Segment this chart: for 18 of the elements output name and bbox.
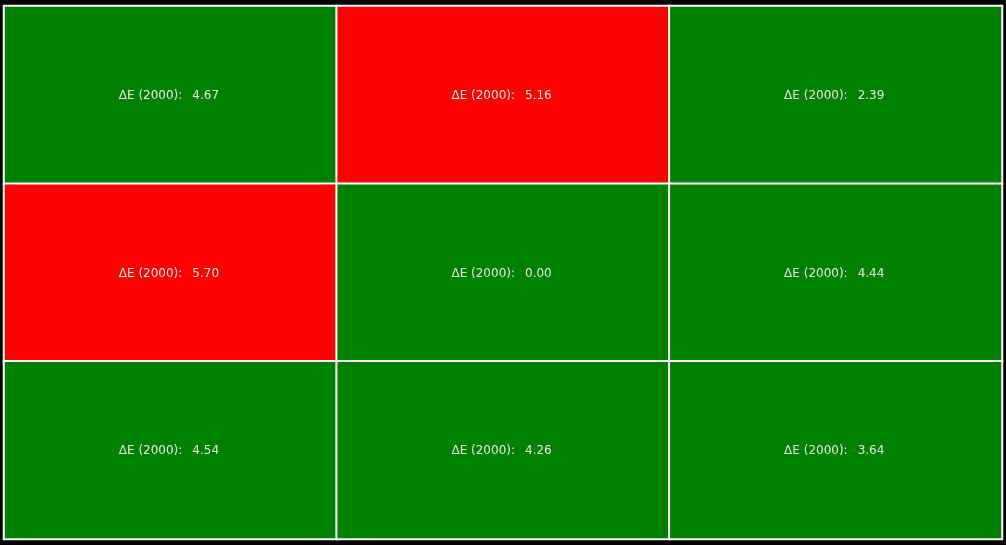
text: ΔE (2000):	[784, 87, 848, 102]
data-label: 4.54	[192, 443, 220, 458]
data-label: 4.67	[192, 87, 220, 102]
data-label: 4.26	[525, 443, 552, 458]
text: ΔE (2000):	[451, 265, 515, 280]
data-label: 4.44	[857, 265, 885, 280]
annotation: ΔE (2000):	[118, 87, 183, 102]
data-label: 0.00	[525, 265, 552, 280]
data-label: 5.16	[525, 87, 552, 102]
data-label: 2.39	[857, 87, 885, 102]
text: ΔE (2000):	[118, 443, 183, 458]
text: ΔE (2000):	[451, 443, 515, 458]
text: ΔE (2000):	[784, 443, 848, 458]
text: ΔE (2000):	[118, 265, 183, 280]
data-label: 5.70	[192, 265, 220, 280]
text: ΔE (2000):	[784, 265, 848, 280]
data-label: 3.64	[857, 443, 885, 458]
text: ΔE (2000):	[451, 87, 515, 102]
